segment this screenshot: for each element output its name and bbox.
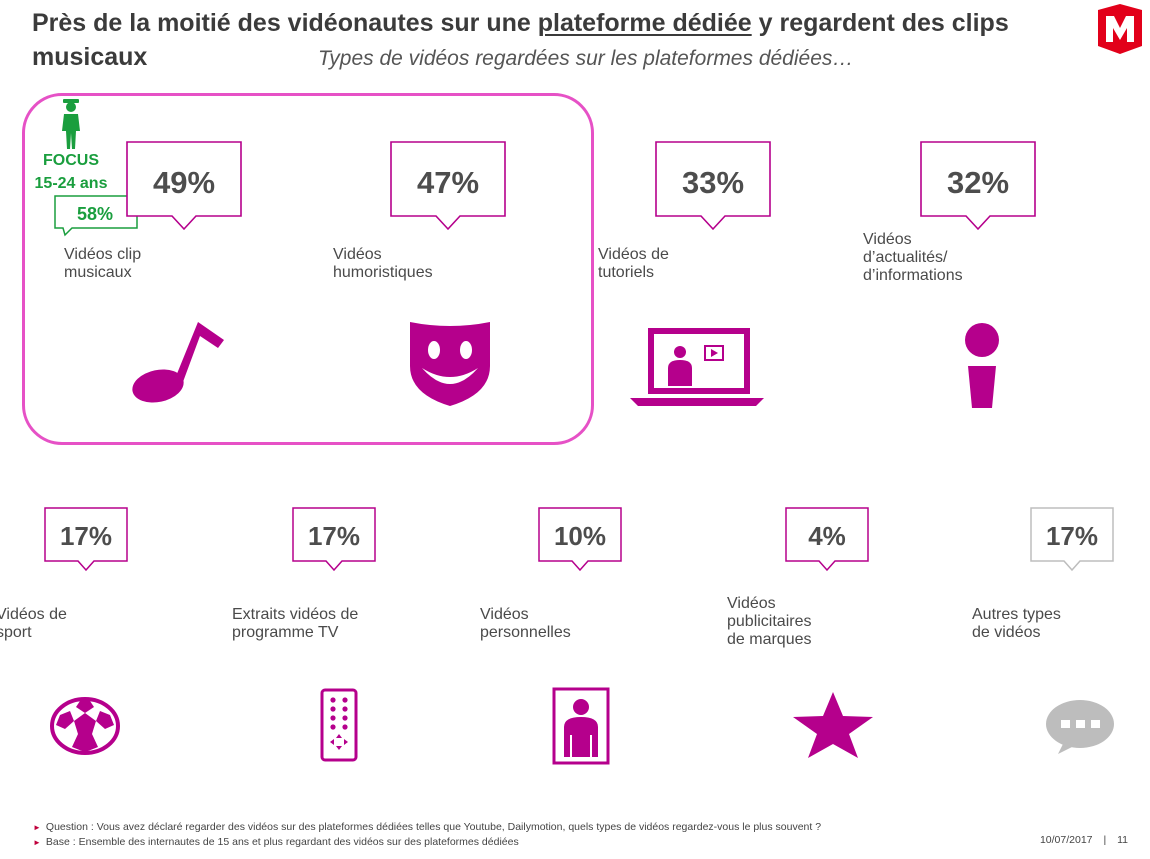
- music-note-icon: [132, 322, 224, 403]
- value-label: 33%: [681, 165, 745, 200]
- category-label-tutorials: Vidéos de tutoriels: [598, 246, 828, 282]
- info-icon: [965, 323, 999, 408]
- footnote-base: ► Base : Ensemble des internautes de 15 a…: [33, 835, 821, 850]
- label-line: programme TV: [232, 624, 339, 641]
- value-label: 17%: [307, 521, 361, 551]
- card-sport: 17%: [44, 507, 128, 572]
- label-line: Autres types: [972, 606, 1061, 623]
- category-label-other: Autres types de vidéos: [972, 606, 1150, 642]
- category-label-tv: Extraits vidéos de programme TV: [232, 606, 432, 642]
- card-publicitaires: 4%: [785, 507, 869, 572]
- brand-logo: M: [1096, 4, 1142, 54]
- page-subtitle: Types de vidéos regardées sur les platef…: [318, 47, 854, 70]
- value-label: 49%: [152, 165, 216, 200]
- footnotes: ► Question : Vous avez déclaré regarder d…: [33, 820, 821, 850]
- bullet-icon: ►: [33, 823, 41, 832]
- footer-separator: |: [1103, 834, 1107, 846]
- star-icon: [793, 692, 873, 758]
- focus-line1: FOCUS: [43, 152, 99, 169]
- label-line: personnelles: [480, 624, 571, 641]
- category-label-news: Vidéos d’actualités/ d’informations: [863, 231, 1093, 285]
- remote-control-icon: [320, 688, 358, 762]
- label-line: Vidéos: [727, 595, 776, 612]
- label-line: Vidéos de: [0, 606, 67, 623]
- value-callout-box: [785, 507, 869, 572]
- label-line: Vidéos: [480, 606, 529, 623]
- title-part1: Près de la moitié des vidéonautes sur un…: [32, 9, 538, 37]
- label-line: Vidéos: [333, 246, 382, 263]
- label-line: humoristiques: [333, 264, 433, 281]
- category-label-clips: Vidéos clip musicaux: [64, 246, 294, 282]
- card-tutoriels: 33%: [655, 141, 771, 231]
- title-part2: y regardent des clips musicaux: [32, 9, 1009, 71]
- card-clips-musicaux: 49%: [126, 141, 242, 231]
- value-callout-box: [1030, 507, 1114, 572]
- value-callout-box: [920, 141, 1036, 231]
- value-label: 17%: [59, 521, 113, 551]
- label-line: sport: [0, 624, 32, 641]
- card-programme-tv: 17%: [292, 507, 376, 572]
- footer-meta: 10/07/2017 | 11: [1040, 834, 1128, 846]
- card-personnelles: 10%: [538, 507, 622, 572]
- label-line: Vidéos clip: [64, 246, 142, 263]
- value-label: 32%: [946, 165, 1010, 200]
- value-label: 10%: [553, 521, 607, 551]
- smiley-mask-icon: [410, 322, 490, 406]
- value-label: 4%: [808, 521, 846, 551]
- page-title: Près de la moitié des vidéonautes sur un…: [32, 6, 1042, 74]
- focus-line2: 15-24 ans: [34, 175, 108, 192]
- category-label-humor: Vidéos humoristiques: [333, 246, 563, 282]
- category-label-personal: Vidéos personnelles: [480, 606, 680, 642]
- value-label: 17%: [1045, 521, 1099, 551]
- focus-value: 58%: [76, 204, 114, 224]
- laptop-tutorial-icon: [630, 328, 764, 406]
- footnote-question: ► Question : Vous avez déclaré regarder d…: [33, 820, 821, 835]
- focus-highlight-frame: [22, 93, 594, 445]
- card-autres: 17%: [1030, 507, 1114, 572]
- young-person-icon: [62, 99, 80, 149]
- value-callout-box: [44, 507, 128, 572]
- portrait-frame-icon: [552, 687, 610, 765]
- label-line: Vidéos de: [598, 246, 669, 263]
- value-callout-box: [538, 507, 622, 572]
- value-label: 47%: [416, 165, 480, 200]
- title-underlined: plateforme dédiée: [537, 9, 752, 37]
- value-callout-box: [126, 141, 242, 231]
- speech-bubble-icon: [1046, 700, 1114, 754]
- card-actualites: 32%: [920, 141, 1036, 231]
- page-number: 11: [1117, 834, 1128, 846]
- value-callout-box: [390, 141, 506, 231]
- label-line: Vidéos: [863, 231, 912, 248]
- card-humoristiques: 47%: [390, 141, 506, 231]
- label-line: d’informations: [863, 267, 963, 284]
- footer-date: 10/07/2017: [1039, 834, 1093, 846]
- label-line: de vidéos: [972, 624, 1041, 641]
- label-line: Extraits vidéos de: [232, 606, 359, 623]
- category-label-ads: Vidéos publicitaires de marques: [727, 595, 927, 649]
- label-line: d’actualités/: [863, 249, 948, 266]
- base-text: Base : Ensemble des internautes de 15 an…: [45, 836, 519, 848]
- svg-text:M: M: [1096, 4, 1097, 5]
- label-line: publicitaires: [727, 613, 812, 630]
- question-text: Question : Vous avez déclaré regarder de…: [45, 821, 822, 833]
- bullet-icon: ►: [33, 838, 41, 847]
- label-line: tutoriels: [598, 264, 655, 281]
- category-label-sport: Vidéos de sport: [0, 606, 176, 642]
- value-callout-box: [292, 507, 376, 572]
- label-line: musicaux: [64, 264, 132, 281]
- value-callout-box: [655, 141, 771, 231]
- soccer-ball-icon: [50, 697, 120, 755]
- label-line: de marques: [727, 631, 812, 648]
